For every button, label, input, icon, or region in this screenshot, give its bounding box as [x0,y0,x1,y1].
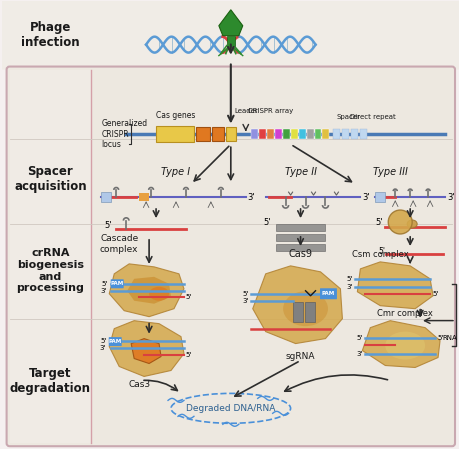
Bar [314,129,321,139]
Text: 5': 5' [377,247,385,256]
Text: Csm complex: Csm complex [351,250,408,259]
Bar [266,129,273,139]
Text: 3': 3' [101,288,107,294]
Bar [333,129,340,139]
Text: PAM: PAM [321,291,334,296]
Text: 3': 3' [446,193,453,202]
Text: Type III: Type III [372,167,407,177]
Bar [196,128,209,141]
Polygon shape [357,262,432,309]
Bar [139,193,149,201]
Bar [212,128,224,141]
Polygon shape [109,321,184,376]
Bar [275,234,325,241]
Polygon shape [362,321,439,367]
Bar [351,129,358,139]
Text: 5': 5' [101,281,107,287]
Bar [225,128,235,141]
Text: Leader: Leader [233,108,257,114]
Text: 5': 5' [100,338,106,343]
Text: Degraded DNA/RNA: Degraded DNA/RNA [186,404,275,413]
Text: Direct repeat: Direct repeat [350,114,395,120]
Bar [156,126,194,142]
Ellipse shape [406,220,416,228]
Text: Phage
infection: Phage infection [21,21,79,48]
Text: crRNA
biogenesis
and
processing: crRNA biogenesis and processing [17,248,84,293]
Bar [226,35,234,46]
Bar [298,129,305,139]
Bar [306,129,313,139]
Bar [290,129,297,139]
Text: 5': 5' [104,221,112,230]
Text: 3': 3' [345,284,352,290]
Text: PAM: PAM [108,339,122,344]
Text: Target
degradation: Target degradation [10,367,91,396]
Text: 3': 3' [100,344,106,351]
Text: CRISPR array: CRISPR array [247,108,293,114]
Bar [359,129,367,139]
Text: 5': 5' [242,291,248,297]
Text: Spacer: Spacer [336,114,359,120]
Bar [101,192,111,202]
Text: sgRNA: sgRNA [285,352,314,361]
Polygon shape [131,339,161,364]
Text: 5': 5' [185,294,192,300]
Text: 5': 5' [345,276,352,282]
Bar [304,302,314,321]
Text: 3': 3' [247,193,255,202]
Polygon shape [109,264,184,317]
Text: 3': 3' [355,351,362,357]
Text: Generalized
CRISPR
locus: Generalized CRISPR locus [101,119,147,149]
Text: 3': 3' [362,193,369,202]
Text: PAM: PAM [110,281,123,286]
Bar [341,129,349,139]
Bar [274,129,281,139]
Bar [275,244,325,251]
Text: 5': 5' [185,352,192,357]
Ellipse shape [282,291,327,326]
FancyBboxPatch shape [6,66,454,446]
FancyBboxPatch shape [108,337,122,346]
Bar [250,129,257,139]
Text: Cas3: Cas3 [128,380,150,389]
Text: 5': 5' [375,217,382,226]
Text: Type I: Type I [161,167,190,177]
Text: 5': 5' [436,335,442,341]
Text: RNA: RNA [441,335,456,341]
Bar [10,70,91,443]
Bar [282,129,289,139]
Ellipse shape [385,332,424,360]
Polygon shape [218,10,242,35]
Bar [258,129,265,139]
FancyBboxPatch shape [111,279,123,288]
Bar [375,192,385,202]
Polygon shape [252,266,341,343]
Text: Type II: Type II [284,167,316,177]
Text: 5': 5' [263,217,271,226]
Text: Cmr complex: Cmr complex [376,308,432,318]
Polygon shape [127,277,171,304]
Text: 5': 5' [431,291,437,297]
Bar [275,224,325,231]
FancyBboxPatch shape [2,1,459,70]
Bar [322,129,329,139]
Text: Cas genes: Cas genes [156,111,195,120]
Ellipse shape [149,287,168,301]
FancyBboxPatch shape [319,288,336,299]
Text: Cascade
complex: Cascade complex [100,234,138,254]
Circle shape [387,210,411,234]
Text: 3': 3' [242,298,248,304]
Bar [292,302,302,321]
Text: 5': 5' [355,335,362,341]
Text: Spacer
acquisition: Spacer acquisition [14,165,87,193]
Text: Cas9: Cas9 [288,249,312,259]
